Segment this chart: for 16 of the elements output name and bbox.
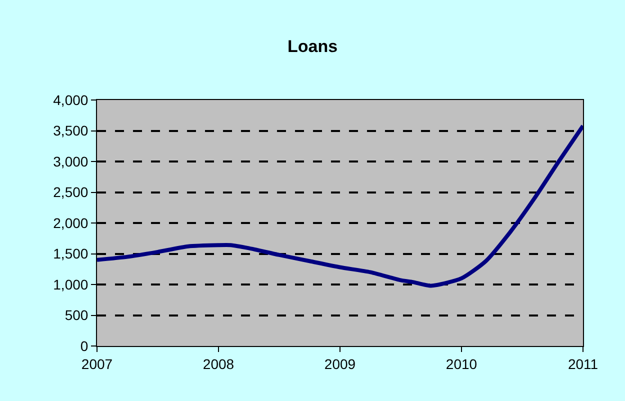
x-tick-label: 2007 xyxy=(81,356,113,372)
x-tick-label: 2010 xyxy=(446,356,478,372)
y-tick-label: 1,000 xyxy=(53,276,88,292)
y-tick-label: 0 xyxy=(80,338,88,354)
y-tick-label: 1,500 xyxy=(53,246,88,262)
y-tick-label: 3,500 xyxy=(53,122,88,139)
y-tick-label: 2,000 xyxy=(53,214,88,231)
x-tick-label: 2008 xyxy=(202,356,234,372)
y-tick-label: 500 xyxy=(64,307,88,324)
y-tick-label: 3,000 xyxy=(53,153,88,170)
y-tick-label: 2,500 xyxy=(53,184,88,200)
y-tick-label: 4,000 xyxy=(53,92,88,108)
chart-title: Loans xyxy=(287,37,338,56)
line-series xyxy=(97,124,583,288)
x-tick-label: 2009 xyxy=(324,356,356,372)
x-tick-label: 2011 xyxy=(568,356,598,372)
